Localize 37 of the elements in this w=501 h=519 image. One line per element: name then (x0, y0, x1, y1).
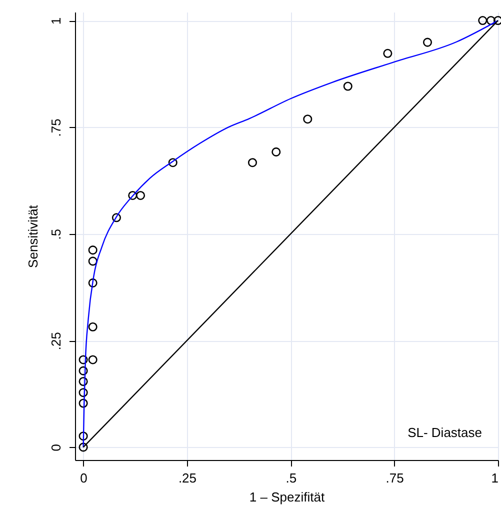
point (493, 16, 501, 26)
point (168, 158, 178, 168)
point (248, 158, 258, 168)
point (88, 246, 98, 255)
x-tick-label: .25 (178, 470, 197, 486)
x-tick-label: 1 (491, 470, 498, 486)
y-tick-label: 0 (48, 444, 64, 452)
y-axis-title: Sensitivität (26, 204, 40, 268)
y-tick-label: .75 (48, 118, 64, 137)
y-tick-label: .25 (48, 332, 64, 350)
point (478, 16, 488, 26)
point (78, 388, 88, 398)
point (78, 398, 88, 408)
x-tick-label: .5 (286, 470, 297, 486)
y-tick-label: 1 (48, 17, 64, 25)
point (383, 48, 392, 58)
point (112, 213, 121, 222)
y-tick-label: .5 (48, 228, 64, 240)
point (422, 38, 432, 47)
point (88, 278, 98, 288)
point (78, 376, 88, 386)
point (78, 355, 88, 364)
point (88, 355, 98, 364)
x-axis-title: 1 – Spezifität (249, 490, 325, 504)
annotation: SL- Diastase (408, 425, 482, 440)
point (78, 442, 88, 452)
point (88, 256, 98, 266)
point (272, 147, 281, 156)
point (78, 432, 88, 441)
x-tick-label: .75 (386, 470, 404, 486)
point (343, 82, 352, 91)
point (136, 190, 146, 200)
point (78, 366, 88, 376)
point (88, 322, 98, 332)
point (128, 190, 138, 200)
x-tick-label: 0 (80, 470, 88, 486)
point (303, 114, 312, 124)
